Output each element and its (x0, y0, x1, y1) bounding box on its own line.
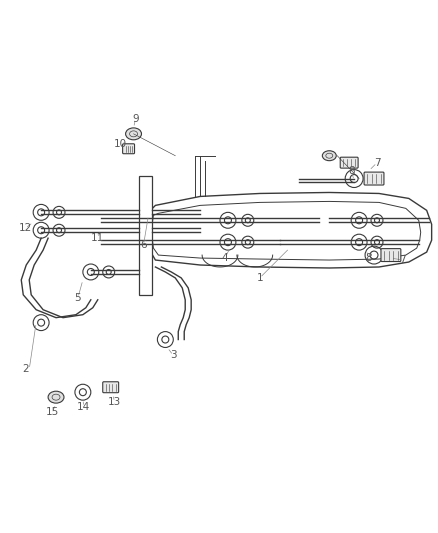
Text: 7: 7 (399, 255, 406, 265)
Text: 8: 8 (348, 166, 354, 175)
FancyBboxPatch shape (340, 157, 358, 168)
Text: 10: 10 (114, 139, 127, 149)
Text: 8: 8 (366, 253, 372, 263)
Text: 1: 1 (256, 273, 263, 283)
Polygon shape (146, 192, 431, 268)
Text: 14: 14 (77, 402, 91, 412)
Text: 11: 11 (91, 233, 104, 243)
Text: 2: 2 (22, 365, 28, 374)
Text: 15: 15 (46, 407, 59, 417)
FancyBboxPatch shape (103, 382, 119, 393)
Text: 13: 13 (108, 397, 121, 407)
Text: 9: 9 (132, 114, 139, 124)
Text: 12: 12 (18, 223, 32, 233)
Ellipse shape (322, 151, 336, 160)
FancyBboxPatch shape (381, 248, 401, 262)
Text: 5: 5 (74, 293, 81, 303)
Text: 3: 3 (170, 350, 177, 360)
Ellipse shape (48, 391, 64, 403)
FancyBboxPatch shape (364, 172, 384, 185)
Ellipse shape (126, 128, 141, 140)
Text: 7: 7 (374, 158, 380, 168)
Text: 4: 4 (222, 253, 228, 263)
Text: 6: 6 (140, 240, 147, 250)
Bar (138, 175, 152, 295)
FancyBboxPatch shape (123, 144, 134, 154)
